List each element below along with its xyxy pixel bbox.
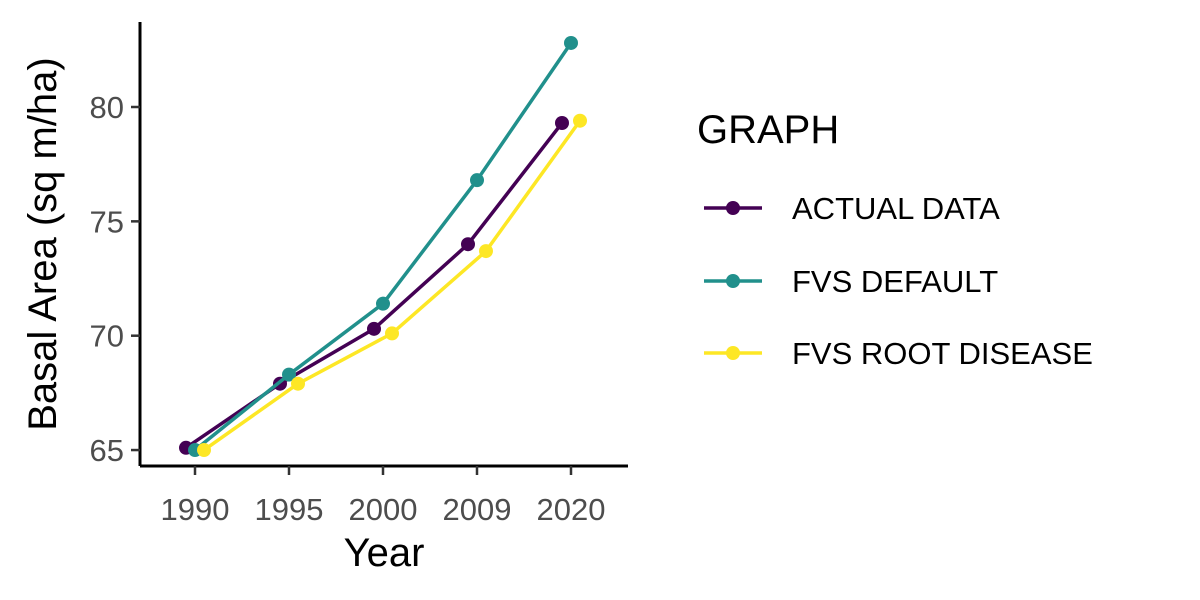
- data-point-fvs-root-disease: [479, 244, 493, 259]
- x-tick-label: 1990: [161, 492, 230, 527]
- data-point-actual-data: [367, 321, 381, 336]
- plot-area: [179, 35, 587, 458]
- y-tick-label: 70: [90, 319, 124, 354]
- legend-key-point-actual-data: [726, 201, 740, 215]
- y-tick-label: 75: [90, 204, 124, 239]
- data-point-fvs-root-disease: [573, 113, 587, 128]
- axes: [138, 22, 628, 468]
- legend-key-point-fvs-root-disease: [726, 346, 740, 360]
- data-point-fvs-root-disease: [291, 376, 305, 391]
- series-line-fvs-default: [193, 41, 573, 452]
- data-point-fvs-default: [564, 35, 578, 50]
- series-line-actual-data: [185, 121, 564, 450]
- x-axis-title: Year: [344, 531, 425, 575]
- data-point-fvs-default: [470, 173, 484, 188]
- data-point-actual-data: [555, 116, 569, 131]
- legend-title: GRAPH: [697, 108, 839, 152]
- legend-label-fvs-root-disease: FVS ROOT DISEASE: [792, 336, 1093, 371]
- legend-key-point-fvs-default: [726, 274, 740, 288]
- data-point-fvs-default: [376, 296, 390, 311]
- x-tick-label: 2000: [349, 492, 418, 527]
- legend: GRAPH ACTUAL DATA FVS DEFAULT FVS ROOT DIS…: [697, 108, 1093, 371]
- y-tick-label: 80: [90, 90, 124, 125]
- legend-label-actual-data: ACTUAL DATA: [792, 191, 1000, 226]
- data-point-fvs-root-disease: [385, 326, 399, 341]
- y-tick-label: 65: [90, 433, 124, 468]
- x-tick-label: 1995: [255, 492, 324, 527]
- data-point-actual-data: [461, 237, 475, 252]
- x-tick-label: 2020: [537, 492, 606, 527]
- tick-marks: 65 70 75 80 1990 1995 2000 2009 2020: [90, 90, 606, 527]
- data-point-fvs-root-disease: [197, 443, 211, 458]
- y-axis-title: Basal Area (sq m/ha): [21, 57, 65, 431]
- x-tick-label: 2009: [443, 492, 512, 527]
- data-point-fvs-default: [282, 367, 296, 382]
- legend-label-fvs-default: FVS DEFAULT: [792, 264, 998, 299]
